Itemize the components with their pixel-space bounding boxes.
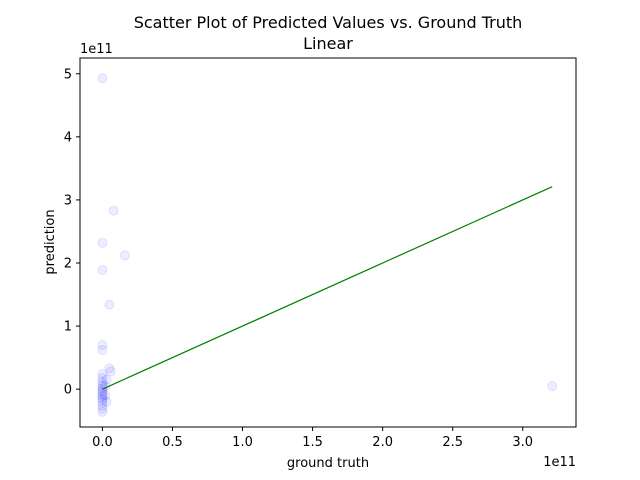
data-point-18 xyxy=(97,400,108,411)
y-tick-label: 4 xyxy=(64,130,72,145)
chart-title: Scatter Plot of Predicted Values vs. Gro… xyxy=(134,13,523,32)
data-point-23 xyxy=(101,374,112,385)
y-tick-label: 0 xyxy=(64,383,72,398)
plot-frame xyxy=(79,57,577,428)
y-tick-label: 3 xyxy=(64,193,72,208)
data-point-13 xyxy=(97,389,108,400)
y-axis-label: prediction xyxy=(43,209,58,274)
x-tick-label: 0.5 xyxy=(162,435,183,450)
data-point-25 xyxy=(104,299,115,310)
x-tick-label: 2.5 xyxy=(442,435,463,450)
data-points xyxy=(97,73,558,417)
data-point-14 xyxy=(97,391,108,402)
data-point-12 xyxy=(97,387,108,398)
chart-subtitle: Linear xyxy=(303,34,353,53)
x-axis-ticks: 0.0 0.5 1.0 1.5 2.0 2.5 3.0 xyxy=(92,427,533,450)
x-axis-offset-label: 1e11 xyxy=(543,455,576,470)
y-axis-offset-label: 1e11 xyxy=(80,42,113,57)
x-tick-label: 0.0 xyxy=(92,435,113,450)
y-axis-ticks: 0 1 2 3 4 5 xyxy=(64,67,80,398)
data-point-22 xyxy=(100,390,111,401)
data-point-26 xyxy=(104,363,115,374)
x-tick-label: 3.0 xyxy=(512,435,533,450)
data-point-7 xyxy=(97,376,108,387)
data-point-29 xyxy=(119,250,130,261)
data-point-15 xyxy=(97,392,108,403)
data-point-28 xyxy=(108,205,119,216)
data-point-6 xyxy=(97,372,108,383)
data-point-2 xyxy=(97,264,108,275)
data-point-30 xyxy=(547,381,558,391)
x-tick-label: 2.0 xyxy=(372,435,393,450)
data-point-0 xyxy=(97,73,108,84)
x-axis-label: ground truth xyxy=(287,456,369,471)
y-tick-label: 1 xyxy=(64,320,72,335)
reference-line xyxy=(102,186,553,390)
data-point-20 xyxy=(97,406,108,417)
data-point-5 xyxy=(97,369,108,380)
data-point-3 xyxy=(97,340,108,350)
data-point-19 xyxy=(97,403,108,414)
data-point-1 xyxy=(97,237,108,248)
data-point-16 xyxy=(97,394,108,405)
y-tick-label: 2 xyxy=(64,257,72,272)
data-point-27 xyxy=(105,366,116,377)
data-point-4 xyxy=(97,345,108,356)
data-point-17 xyxy=(97,397,108,408)
y-tick-label: 5 xyxy=(64,67,72,82)
data-point-24 xyxy=(101,396,112,407)
x-tick-label: 1.0 xyxy=(232,435,253,450)
x-tick-label: 1.5 xyxy=(302,435,323,450)
